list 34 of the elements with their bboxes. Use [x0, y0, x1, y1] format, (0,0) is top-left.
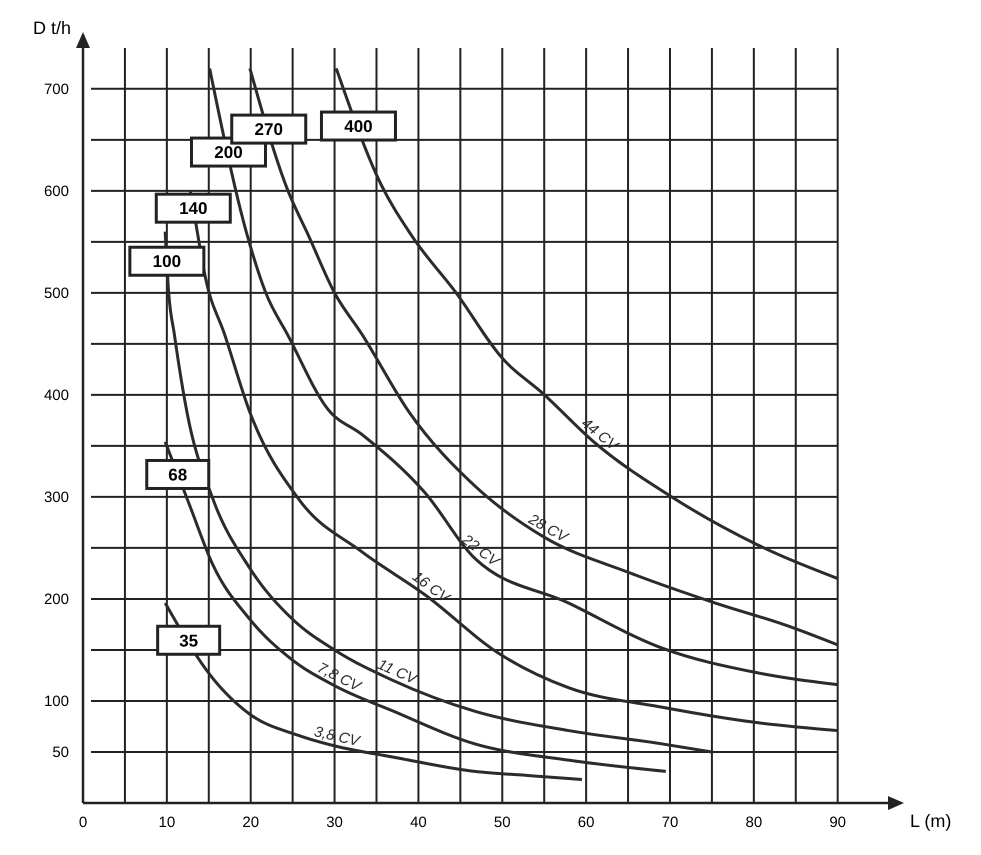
text: 44 CV — [578, 414, 623, 456]
x-tick-label: 40 — [410, 814, 427, 831]
y-tick-label: 50 — [52, 744, 69, 761]
annotation: 68 — [168, 465, 188, 484]
y-tick-label: 100 — [44, 692, 69, 710]
x-tick-label: 10 — [158, 814, 176, 831]
text: 7,8 CV — [314, 659, 365, 696]
x-tick-label: 30 — [326, 814, 343, 831]
text: 11 CV — [375, 656, 421, 689]
x-tick-label: 0 — [78, 814, 88, 831]
x-tick-label: 20 — [242, 814, 260, 831]
y-tick-label: 400 — [44, 386, 69, 404]
annotation: 35 — [179, 631, 198, 650]
annotation: 100 — [152, 252, 182, 272]
annotation: 200 — [214, 143, 243, 162]
x-tick-label: 60 — [578, 814, 594, 831]
x-tick-label: 90 — [829, 814, 846, 831]
x-tick-label: 50 — [494, 814, 511, 831]
y-tick-label: 300 — [44, 488, 69, 506]
y-tick-label: 600 — [44, 182, 69, 200]
text: 3,8 CV — [312, 723, 363, 750]
x-axis-title: L (m) — [910, 811, 952, 831]
y-tick-label: 700 — [44, 80, 69, 98]
annotation: 140 — [179, 199, 208, 218]
y-tick-label: 500 — [44, 284, 69, 302]
annotation: 400 — [344, 117, 373, 136]
y-tick-label: 200 — [44, 590, 69, 608]
annotation: 270 — [254, 120, 283, 140]
x-tick-label: 70 — [662, 814, 678, 831]
text: 28 CV — [524, 510, 572, 547]
text: 16 CV — [408, 568, 454, 608]
text: 22 CV — [458, 530, 504, 572]
x-tick-label: 80 — [745, 814, 762, 831]
y-axis-title: D t/h — [33, 18, 72, 38]
